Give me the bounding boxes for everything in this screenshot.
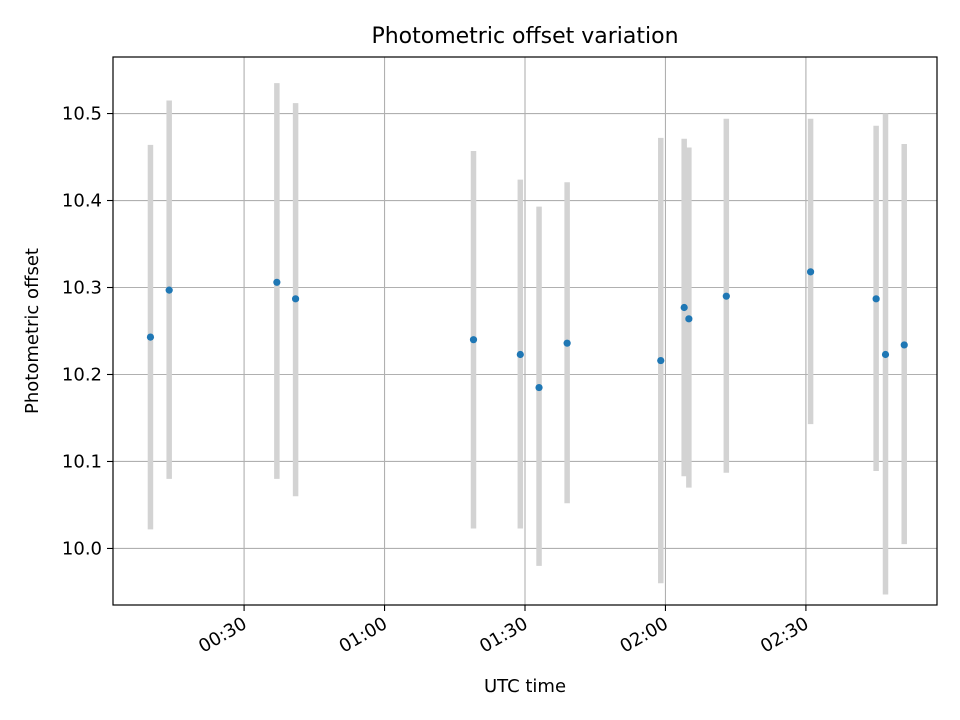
x-axis-label: UTC time xyxy=(484,676,566,697)
data-point xyxy=(881,350,890,359)
grid xyxy=(113,57,937,605)
y-tick-label: 10.3 xyxy=(62,278,102,299)
y-tick-label: 10.1 xyxy=(62,451,102,472)
chart-title: Photometric offset variation xyxy=(371,24,678,49)
data-point xyxy=(685,315,693,323)
data-points xyxy=(146,268,908,392)
y-axis-label: Photometric offset xyxy=(22,248,43,414)
data-point xyxy=(680,303,688,312)
data-point xyxy=(535,383,543,392)
y-tick-label: 10.4 xyxy=(62,191,102,212)
data-point xyxy=(722,292,730,300)
data-point xyxy=(291,295,300,303)
data-point xyxy=(872,295,880,303)
y-tick-label: 10.5 xyxy=(62,104,102,125)
y-axis-ticks: 10.0 10.1 10.2 10.3 10.4 10.5 xyxy=(62,104,113,559)
data-point xyxy=(516,350,524,359)
data-point xyxy=(657,356,665,365)
data-point xyxy=(900,341,908,349)
data-point xyxy=(563,339,571,347)
data-point xyxy=(469,336,478,344)
data-point xyxy=(165,286,173,294)
data-point xyxy=(806,268,815,276)
data-point xyxy=(146,333,155,341)
y-tick-label: 10.2 xyxy=(62,364,102,385)
y-tick-label: 10.0 xyxy=(62,538,102,559)
data-point xyxy=(273,278,281,286)
